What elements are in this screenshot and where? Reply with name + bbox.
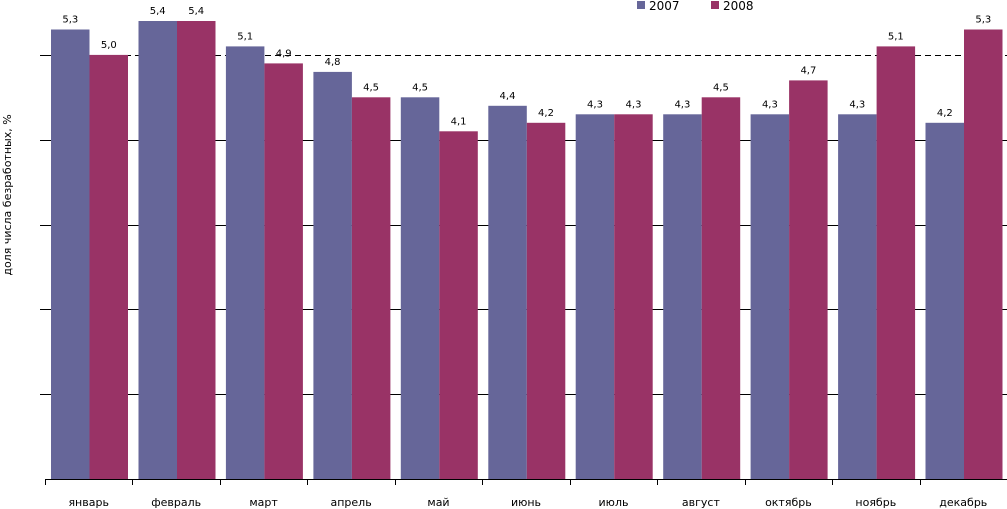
data-label: 4,7 [800, 65, 816, 76]
legend-swatch-2008 [711, 1, 719, 9]
x-tick-label: май [427, 496, 449, 509]
data-label: 5,1 [237, 31, 253, 42]
bar-2008-март [264, 63, 303, 480]
bar-2007-март [225, 46, 265, 480]
x-tick-label: февраль [151, 496, 201, 509]
bar-2008-май [439, 131, 478, 480]
x-tick-label: октябрь [765, 496, 812, 509]
x-tick-label: март [249, 496, 278, 509]
data-label: 4,3 [674, 99, 690, 110]
data-label: 4,3 [587, 99, 603, 110]
data-label: 4,2 [538, 108, 554, 119]
bar-2007-декабрь [925, 122, 964, 480]
legend-label-2008: 2008 [723, 0, 754, 13]
data-label: 4,8 [325, 57, 341, 68]
bar-2007-июль [575, 114, 615, 480]
bar-2008-январь [89, 54, 128, 480]
bar-2008-июль [614, 114, 653, 480]
bar-2008-ноябрь [876, 46, 916, 480]
y-axis-title: доля числа безработных, % [1, 114, 14, 275]
data-label: 4,3 [626, 99, 642, 110]
x-tick-label: август [682, 496, 721, 509]
x-tick-label: декабрь [939, 496, 987, 509]
data-label: 5,4 [188, 6, 204, 17]
data-label: 4,5 [412, 82, 428, 93]
data-label: 5,3 [62, 15, 78, 26]
x-tick-label: апрель [330, 496, 371, 509]
bar-2008-февраль [177, 21, 216, 479]
x-tick-label: июнь [511, 496, 541, 509]
data-label: 5,0 [101, 40, 117, 51]
bar-2007-август [663, 114, 702, 480]
bar-2008-апрель [351, 97, 391, 480]
data-label: 4,9 [276, 48, 292, 59]
x-tick-label: июль [599, 496, 629, 509]
x-tick-label: январь [68, 496, 109, 509]
bar-2007-январь [51, 29, 90, 479]
data-label: 5,3 [975, 15, 991, 26]
bar-2007-май [400, 97, 440, 480]
bar-2007-апрель [313, 71, 352, 480]
bar-2008-август [701, 97, 741, 480]
bar-2007-ноябрь [838, 114, 877, 480]
bar-2007-октябрь [750, 114, 790, 480]
bar-2007-февраль [138, 21, 177, 479]
data-label: 5,4 [150, 6, 166, 17]
data-label: 5,1 [888, 31, 904, 42]
data-label: 4,4 [500, 91, 516, 102]
bar-2008-декабрь [964, 29, 1003, 479]
plot-area: 5,3 5,4 5,1 4,8 4,5 4,4 4,3 4,3 4,3 4,3 4,2 5,0 5,4 4… [40, 6, 1007, 509]
x-tick-label: ноябрь [855, 496, 896, 509]
data-label: 4,3 [849, 99, 865, 110]
legend-label-2007: 2007 [649, 0, 680, 13]
data-label: 4,5 [363, 82, 379, 93]
chart-legend: 2007 2008 [637, 0, 754, 13]
data-label: 4,2 [937, 108, 953, 119]
data-label: 4,5 [713, 82, 729, 93]
legend-swatch-2007 [637, 1, 645, 9]
data-label: 4,1 [451, 116, 467, 127]
bar-2008-октябрь [789, 80, 828, 480]
bar-2007-июнь [488, 105, 527, 480]
data-label: 4,3 [762, 99, 778, 110]
bar-2008-июнь [526, 122, 566, 480]
